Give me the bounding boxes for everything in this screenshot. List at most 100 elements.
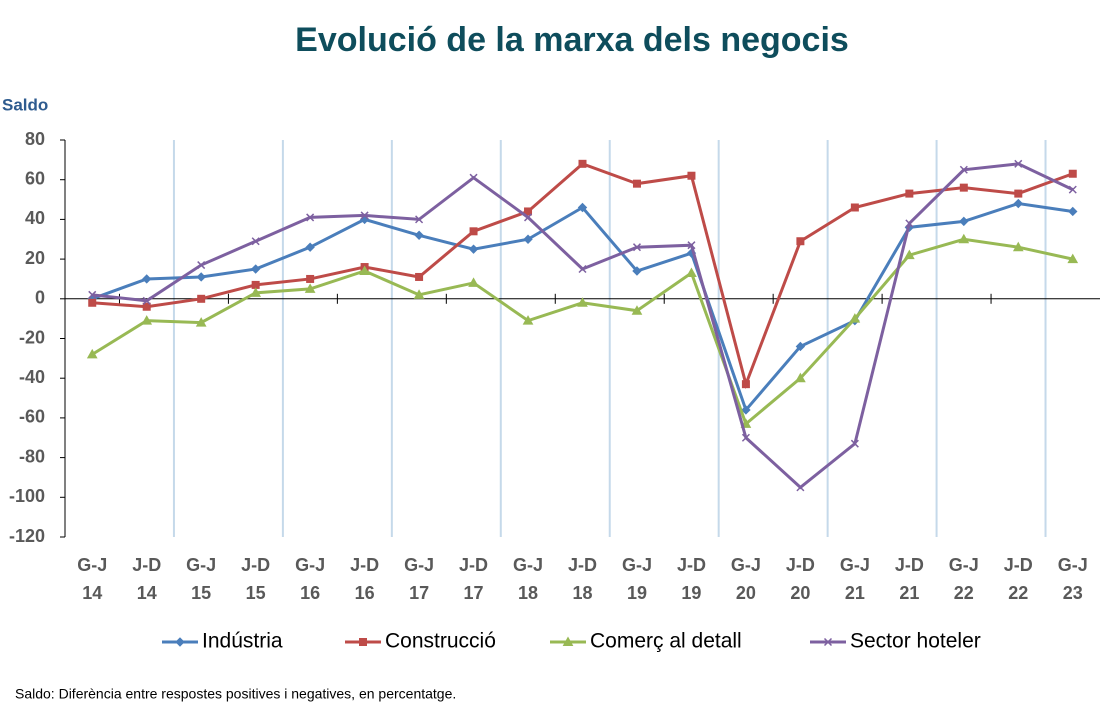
point <box>905 219 914 228</box>
legend-label: Sector hoteler <box>850 630 981 653</box>
point <box>197 294 206 303</box>
point <box>88 290 97 299</box>
point <box>197 261 206 270</box>
point <box>959 183 968 192</box>
point <box>306 213 315 222</box>
point <box>523 213 533 222</box>
point <box>142 302 151 311</box>
point <box>959 165 968 174</box>
y-tick-label: 80 <box>25 129 45 149</box>
point <box>631 305 643 315</box>
point <box>195 317 207 327</box>
legend-label: Comerç al detall <box>590 630 742 653</box>
x-tick-label: G-J 15 <box>186 555 216 603</box>
point <box>741 433 750 442</box>
point <box>415 272 424 281</box>
x-tick-label: J-D 16 <box>350 555 379 603</box>
x-tick-label: J-D 17 <box>459 555 488 603</box>
y-tick-label: -40 <box>19 367 45 387</box>
point <box>578 159 587 168</box>
x-tick-label: G-J 19 <box>622 555 652 603</box>
point <box>850 439 859 448</box>
point <box>823 637 833 647</box>
footnote: Saldo: Diferència entre respostes positi… <box>15 686 456 702</box>
point <box>524 207 533 216</box>
point <box>741 380 750 389</box>
point <box>849 313 861 323</box>
point <box>196 272 206 282</box>
x-tick-label: J-D 21 <box>895 555 924 603</box>
point <box>415 215 424 224</box>
point <box>1067 253 1079 264</box>
point <box>1014 189 1023 198</box>
point <box>142 274 152 284</box>
point <box>523 234 533 244</box>
chart-title: Evolució de la marxa dels negocis <box>295 21 849 59</box>
x-tick-label: J-D 19 <box>677 555 706 603</box>
x-tick-label: G-J 21 <box>840 555 870 603</box>
point <box>1012 241 1024 252</box>
point <box>1068 169 1077 178</box>
x-tick-label: G-J 18 <box>513 555 543 603</box>
point <box>306 274 315 283</box>
y-tick-label: 0 <box>35 288 45 308</box>
point <box>251 237 260 246</box>
y-tick-label: -80 <box>19 446 45 466</box>
y-tick-label: 20 <box>25 248 45 268</box>
x-tick-label: G-J 22 <box>949 555 979 603</box>
y-axis-label: Saldo <box>2 95 48 114</box>
y-tick-label: -100 <box>9 486 45 506</box>
line <box>92 162 1074 390</box>
point <box>175 637 185 647</box>
point <box>632 179 641 188</box>
point <box>958 233 970 244</box>
point <box>414 230 424 240</box>
point <box>905 189 914 198</box>
point <box>1013 198 1023 209</box>
point <box>88 298 97 307</box>
point <box>522 315 534 325</box>
point <box>577 297 588 307</box>
point <box>1068 185 1077 194</box>
point <box>360 211 369 220</box>
point <box>469 227 478 236</box>
x-tick-label: J-D 22 <box>1004 555 1033 603</box>
x-tick-label: G-J 17 <box>404 555 434 603</box>
x-tick-label: J-D 20 <box>786 555 815 603</box>
point <box>796 483 805 492</box>
line <box>91 237 1074 427</box>
point <box>741 405 751 415</box>
point <box>850 203 859 212</box>
x-tick-label: G-J 23 <box>1058 555 1088 603</box>
y-tick-label: -60 <box>19 407 45 427</box>
point <box>562 636 574 646</box>
point <box>250 264 261 274</box>
point <box>1014 159 1023 168</box>
x-tick-label: G-J 16 <box>295 555 325 603</box>
y-tick-label: 60 <box>25 168 45 188</box>
point <box>1068 206 1078 217</box>
point <box>686 267 697 277</box>
point <box>795 372 806 383</box>
point <box>796 237 805 246</box>
point <box>468 244 479 254</box>
point <box>468 277 479 287</box>
point <box>632 243 642 252</box>
point <box>141 315 153 325</box>
line <box>92 162 1074 490</box>
point <box>250 287 262 297</box>
point <box>413 289 425 299</box>
point <box>577 202 588 213</box>
point <box>903 249 915 260</box>
y-tick-label: -120 <box>9 526 45 546</box>
point <box>359 265 370 276</box>
x-tick-label: J-D 15 <box>241 555 270 603</box>
point <box>469 173 478 182</box>
y-tick-label: -20 <box>19 327 45 347</box>
point <box>86 348 98 359</box>
point <box>359 638 367 646</box>
legend-label: Indústria <box>202 630 283 653</box>
x-tick-label: J-D 18 <box>568 555 597 603</box>
point <box>304 283 316 293</box>
